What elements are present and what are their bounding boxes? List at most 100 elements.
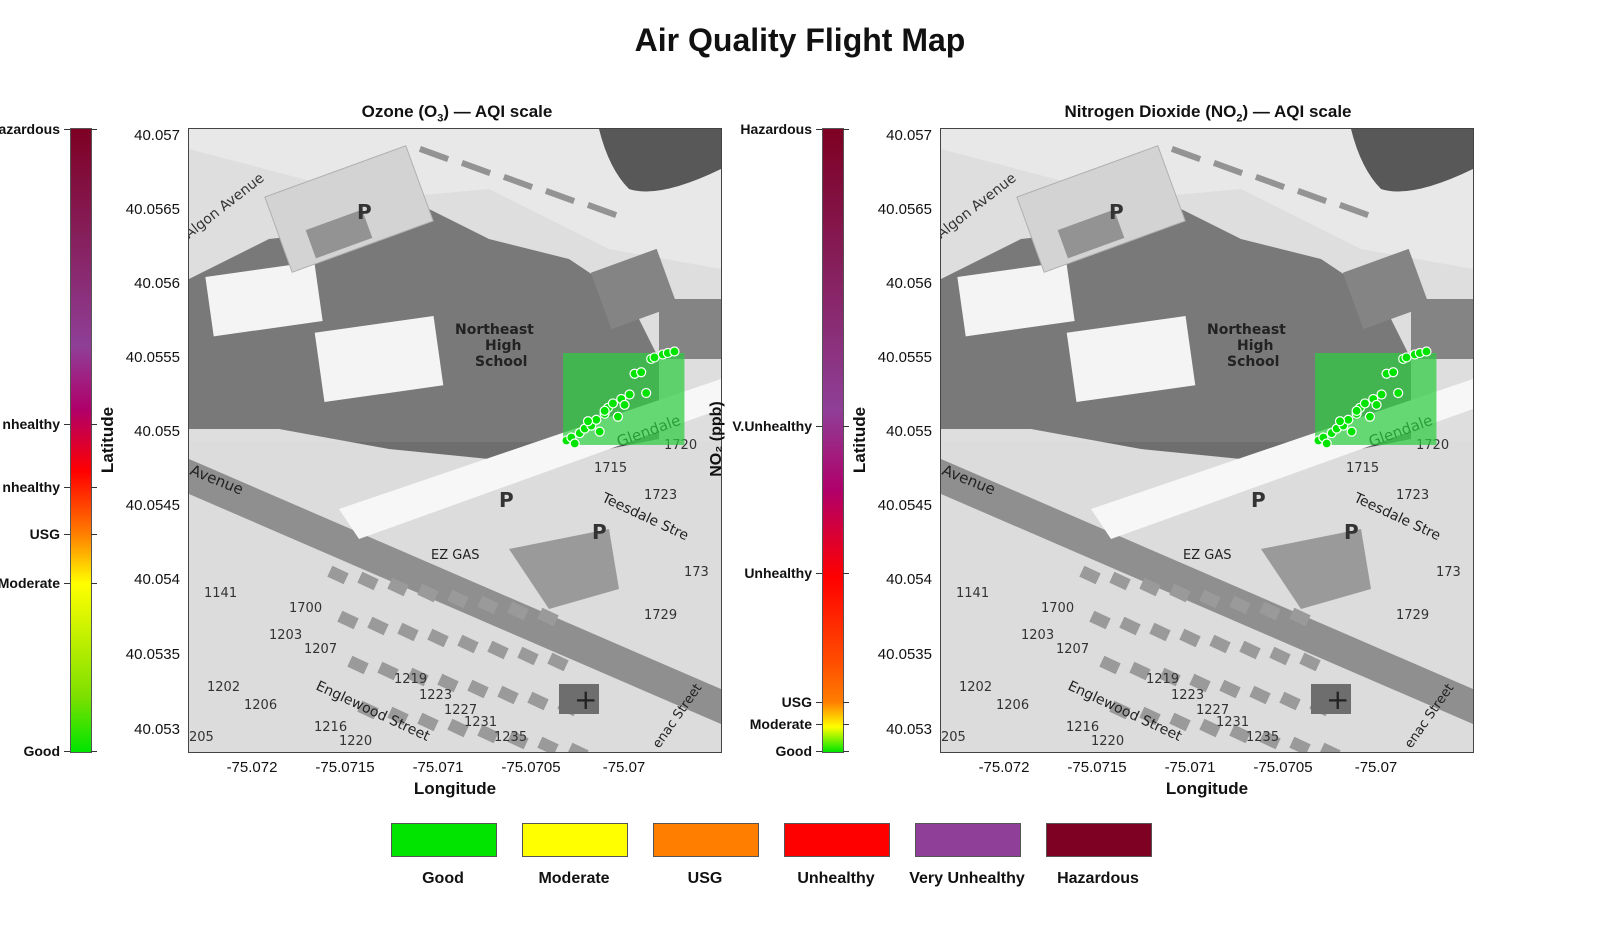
y-tick-label: 40.057 — [886, 127, 932, 144]
house — [417, 712, 439, 732]
data-point — [1359, 398, 1371, 409]
house-number: 1723 — [644, 488, 677, 503]
house — [1089, 610, 1111, 630]
cb2-tick — [816, 724, 822, 725]
house — [477, 724, 499, 744]
courtyard — [205, 261, 323, 337]
house — [1199, 589, 1221, 609]
house-number: 1202 — [959, 680, 992, 695]
cross-icon: + — [1326, 683, 1349, 716]
legend-label: USG — [687, 870, 723, 887]
house — [1179, 628, 1201, 648]
house-number: 205 — [189, 730, 214, 745]
house — [1109, 571, 1131, 591]
data-point — [1393, 387, 1404, 399]
house-number: 1723 — [1396, 488, 1429, 503]
panel-1-title-prefix: Ozone (O — [361, 102, 438, 121]
house-number: 173 — [1436, 565, 1461, 580]
map-panel-2[interactable]: +Algon AvenuePPPNortheastHighSchoolGlend… — [940, 128, 1474, 753]
map-feature — [586, 202, 618, 218]
house-number: 1729 — [1396, 608, 1429, 623]
house — [397, 622, 419, 642]
map-panel-1[interactable]: +Algon AvenuePPPNortheastHighSchoolGlend… — [188, 128, 722, 753]
cb1-tick — [91, 583, 97, 584]
map-building — [1057, 209, 1125, 259]
house — [1229, 724, 1251, 744]
house — [517, 646, 539, 666]
colorbar-2 — [822, 128, 844, 753]
cb2-label-very-unhealthy: V.Unhealthy — [732, 418, 812, 434]
legend-swatch — [391, 823, 497, 857]
house — [1149, 622, 1171, 642]
map-feature — [1212, 160, 1244, 176]
panel-2-title-prefix: Nitrogen Dioxide (NO — [1064, 102, 1237, 121]
parking-label: P — [1344, 520, 1359, 544]
map-building — [509, 529, 619, 609]
map-feature — [1254, 174, 1286, 190]
data-point — [1401, 352, 1412, 363]
legend-swatch — [1046, 823, 1152, 857]
cb1-tick — [64, 534, 70, 535]
data-point — [591, 414, 602, 425]
legend-swatch — [915, 823, 1021, 857]
data-point — [669, 346, 680, 357]
x-tick-label: -75.0715 — [1067, 759, 1127, 776]
x-tick-label: -75.0705 — [1253, 759, 1313, 776]
colorbar-1 — [70, 128, 92, 753]
cb2-label-usg: USG — [781, 694, 812, 710]
y-tick-label: 40.0565 — [877, 201, 932, 218]
house — [1319, 742, 1341, 752]
house — [337, 610, 359, 630]
cb1-tick — [64, 424, 70, 425]
house — [497, 685, 519, 705]
cb2-tick — [816, 573, 822, 574]
legend-label: Good — [422, 870, 464, 887]
church — [1311, 684, 1351, 714]
legend-swatch — [784, 823, 890, 857]
map-svg-1: +Algon AvenuePPPNortheastHighSchoolGlend… — [189, 129, 721, 752]
house — [507, 730, 529, 750]
y-tick-label: 40.053 — [134, 721, 180, 738]
school-label: Northeast — [1207, 322, 1286, 338]
y-tick-label: 40.056 — [134, 275, 180, 292]
data-point — [624, 389, 635, 400]
cb2-tick — [843, 426, 849, 427]
house-number: 1219 — [394, 672, 427, 687]
house — [1229, 595, 1251, 615]
house-number: 1202 — [207, 680, 240, 695]
house — [1139, 577, 1161, 597]
cb2-tick — [843, 751, 849, 752]
legend-swatch — [653, 823, 759, 857]
cross-icon: + — [574, 683, 597, 716]
data-point — [636, 367, 647, 378]
house-number: 1235 — [1246, 730, 1279, 745]
house — [447, 718, 469, 738]
house — [407, 667, 429, 687]
house — [1269, 646, 1291, 666]
cb2-tick — [843, 702, 849, 703]
cb1-tick — [64, 583, 70, 584]
cb1-label-very-unhealthy: nhealthy — [2, 416, 60, 432]
house — [487, 640, 509, 660]
parking-label: P — [592, 520, 607, 544]
legend-label: Moderate — [538, 870, 610, 887]
panel-2-title: Nitrogen Dioxide (NO2) — AQI scale — [935, 102, 1481, 124]
colorbar-title-no2: NO₂ (ppb) — [708, 401, 725, 477]
house-number: 1203 — [1021, 628, 1054, 643]
map-building — [599, 129, 721, 192]
map-building — [1261, 529, 1371, 609]
house — [437, 673, 459, 693]
cb2-label-unhealthy: Unhealthy — [744, 565, 812, 581]
x-tick-label: -75.0715 — [315, 759, 375, 776]
house — [1279, 691, 1301, 711]
legend-label: Unhealthy — [797, 870, 875, 887]
courtyard — [1066, 315, 1196, 403]
house-number: 1235 — [494, 730, 527, 745]
cb1-tick — [91, 424, 97, 425]
courtyard — [314, 315, 444, 403]
parking-lot — [264, 145, 434, 273]
cb1-label-moderate: Moderate — [0, 575, 60, 591]
house — [477, 595, 499, 615]
panel-1-title: Ozone (O3) — AQI scale — [184, 102, 730, 124]
house — [327, 565, 349, 585]
